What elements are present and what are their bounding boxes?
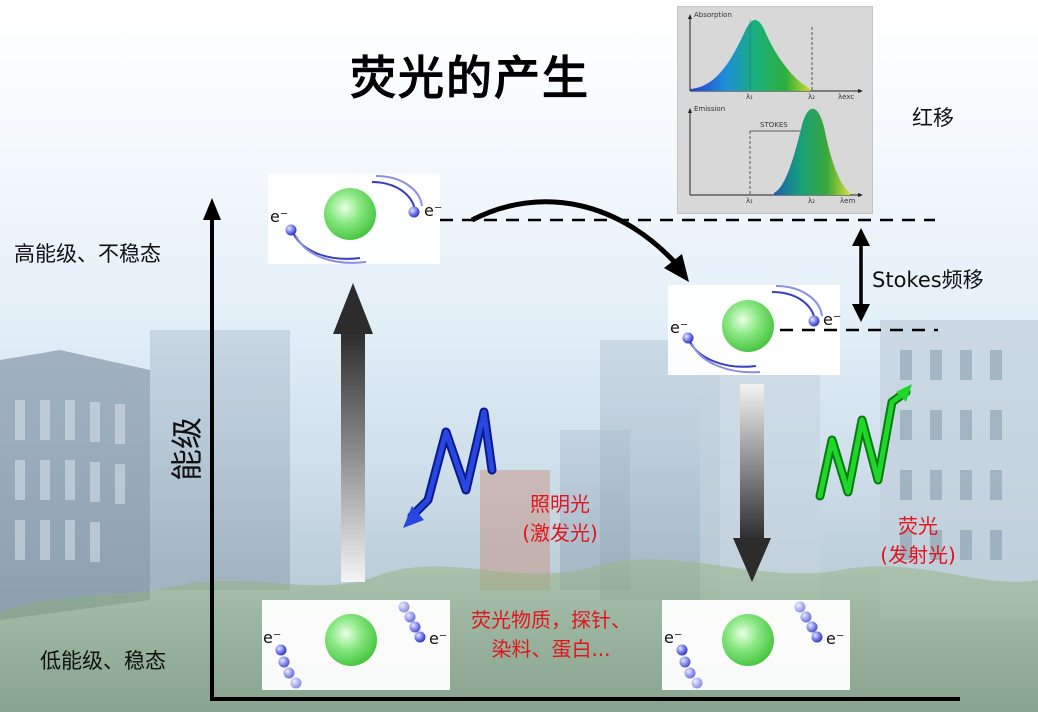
- electron: [682, 332, 694, 344]
- electron: [285, 224, 297, 236]
- electron: [275, 644, 287, 656]
- electron-symbol: e⁻: [429, 629, 448, 648]
- emission-arrow: [733, 384, 771, 582]
- electron: [414, 631, 426, 643]
- energy-axis-label: 能级: [168, 416, 207, 482]
- atom-ground-left: [275, 601, 426, 689]
- emission-label-line2: (发射光): [880, 543, 956, 567]
- stokes-inset-label: STOKES: [760, 121, 788, 129]
- nucleus: [722, 614, 774, 666]
- lambda-exc-label: λexc: [838, 93, 855, 101]
- lambda1-emission-label: λ₁: [746, 197, 753, 205]
- lambda2-label: λ₂: [808, 93, 815, 101]
- spectrum-inset: Absorption Emission STOKES λ₁ λ₂ λexc λ₁…: [677, 6, 873, 214]
- lambda1-label: λ₁: [746, 93, 753, 101]
- atom-ground-right: [676, 601, 823, 689]
- emission-wave-icon: [815, 384, 912, 501]
- emission-label-line1: 荧光: [898, 514, 938, 538]
- low-level-label: 低能级、稳态: [40, 649, 166, 673]
- substance-label-line2: 染料、蛋白...: [491, 637, 611, 661]
- stokes-shift-double-arrow: [852, 228, 870, 322]
- atom-excited-left: [285, 175, 423, 264]
- atom-excited-right: [682, 285, 823, 374]
- energy-axis: [203, 198, 960, 701]
- relaxation-curved-arrow: [470, 199, 682, 270]
- stokes-shift-label: Stokes频移: [872, 268, 984, 292]
- electron: [408, 206, 420, 218]
- nucleus: [325, 614, 377, 666]
- electron: [676, 644, 688, 656]
- nucleus: [722, 300, 774, 352]
- electron-symbol: e⁻: [664, 628, 683, 647]
- electron-symbol: e⁻: [826, 629, 845, 648]
- emission-curve: [774, 108, 850, 195]
- electron: [811, 631, 823, 643]
- nucleus: [324, 188, 376, 240]
- curved-arrowhead-icon: [664, 254, 689, 282]
- electron: [808, 315, 820, 327]
- absorption-axis-label: Absorption: [694, 11, 732, 19]
- excitation-label-line2: (激发光): [522, 521, 598, 545]
- axis-arrowhead-icon: [203, 198, 221, 220]
- excitation-wave-icon: [403, 407, 497, 528]
- electron-symbol: e⁻: [823, 310, 842, 329]
- excitation-light-label: 照明光 (激发光): [500, 490, 620, 548]
- spectrum-plot: [688, 14, 863, 197]
- electron-symbol: e⁻: [670, 318, 689, 337]
- electron-symbol: e⁻: [263, 628, 282, 647]
- lambda2-emission-label: λ₂: [808, 197, 815, 205]
- electron-symbol: e⁻: [424, 201, 443, 220]
- excitation-label-line1: 照明光: [530, 492, 590, 516]
- page-title: 荧光的产生: [350, 51, 590, 105]
- lambda-em-label: λem: [840, 197, 856, 205]
- high-level-label: 高能级、不稳态: [14, 242, 161, 266]
- substance-label-line1: 荧光物质，探针、: [471, 608, 631, 632]
- emission-axis-label: Emission: [694, 105, 726, 113]
- red-shift-label: 红移: [912, 106, 954, 130]
- electron-symbol: e⁻: [270, 207, 289, 226]
- excitation-arrow: [333, 283, 373, 582]
- emission-light-label: 荧光 (发射光): [858, 512, 978, 570]
- fluorescent-substance-label: 荧光物质，探针、 染料、蛋白...: [446, 606, 656, 664]
